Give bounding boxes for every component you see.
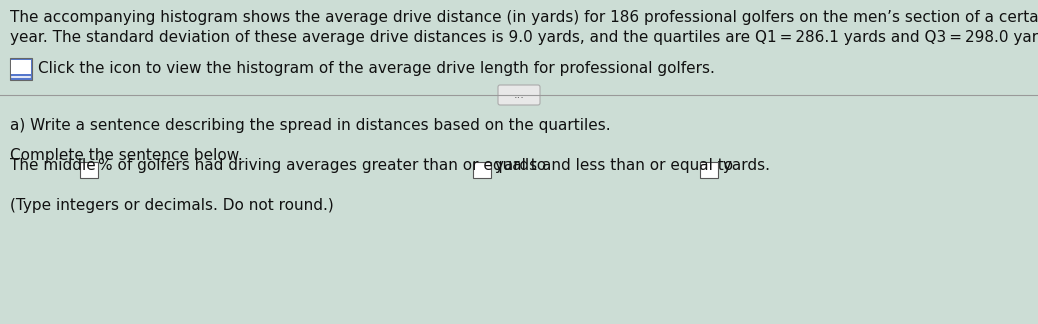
- Text: a) Write a sentence describing the spread in distances based on the quartiles.: a) Write a sentence describing the sprea…: [10, 118, 610, 133]
- Text: Click the icon to view the histogram of the average drive length for professiona: Click the icon to view the histogram of …: [38, 62, 715, 76]
- Text: % of golfers had driving averages greater than or equal to: % of golfers had driving averages greate…: [98, 158, 551, 173]
- Bar: [700, 162, 718, 178]
- Text: yards and less than or equal to: yards and less than or equal to: [491, 158, 738, 173]
- Text: year. The standard deviation of these average drive distances is 9.0 yards, and : year. The standard deviation of these av…: [10, 30, 1038, 45]
- Bar: [472, 162, 491, 178]
- FancyBboxPatch shape: [498, 85, 540, 105]
- Text: The accompanying histogram shows the average drive distance (in yards) for 186 p: The accompanying histogram shows the ave…: [10, 10, 1038, 25]
- Text: (Type integers or decimals. Do not round.): (Type integers or decimals. Do not round…: [10, 198, 334, 213]
- Bar: [10, 58, 32, 80]
- Bar: [11, 60, 31, 74]
- Text: The middle: The middle: [10, 158, 101, 173]
- Bar: [80, 162, 98, 178]
- Text: ...: ...: [514, 90, 524, 100]
- Text: yards.: yards.: [718, 158, 770, 173]
- Text: Complete the sentence below.: Complete the sentence below.: [10, 148, 243, 163]
